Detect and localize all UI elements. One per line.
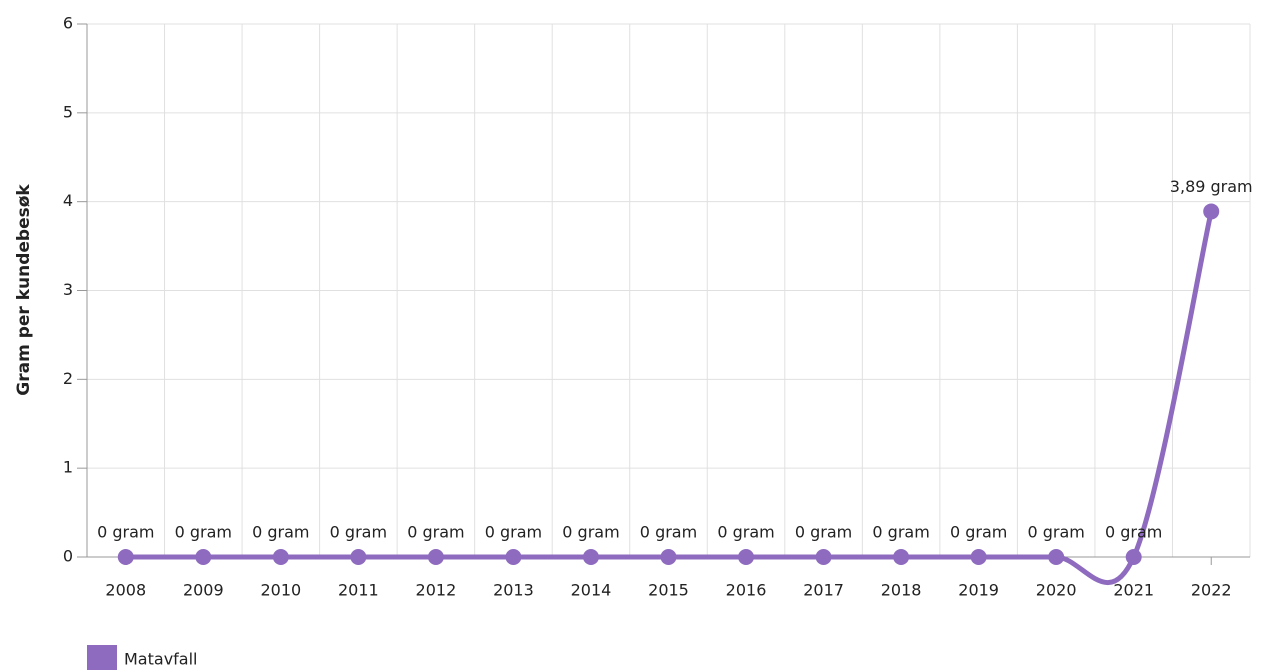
data-label: 0 gram: [407, 523, 464, 542]
point: [1203, 203, 1220, 220]
data-label: 0 gram: [97, 523, 154, 542]
point: [582, 549, 599, 565]
legend-label: Matavfall: [124, 650, 197, 669]
y-tick-label: 5: [63, 102, 73, 121]
point: [893, 549, 910, 565]
data-label: 0 gram: [717, 523, 774, 542]
point: [427, 549, 444, 565]
point: [350, 549, 367, 565]
data-label: 0 gram: [950, 523, 1007, 542]
x-tick-label: 2022: [1191, 581, 1232, 600]
data-label: 0 gram: [485, 523, 542, 542]
y-tick-label: 0: [63, 547, 73, 566]
data-label: 0 gram: [252, 523, 309, 542]
data-label: 0 gram: [562, 523, 619, 542]
data-label: 0 gram: [795, 523, 852, 542]
y-tick-label: 6: [63, 14, 73, 33]
x-tick-label: 2020: [1036, 581, 1077, 600]
x-tick-label: 2017: [803, 581, 844, 600]
point: [195, 549, 212, 565]
y-tick-label: 3: [63, 280, 73, 299]
data-label: 0 gram: [330, 523, 387, 542]
x-tick-label: 2015: [648, 581, 689, 600]
y-tick-label: 2: [63, 369, 73, 388]
x-tick-label: 2014: [571, 581, 612, 600]
x-tick-label: 2016: [726, 581, 767, 600]
point: [970, 549, 987, 565]
x-tick-label: 2009: [183, 581, 224, 600]
point: [660, 549, 677, 565]
point: [738, 549, 755, 565]
legend-swatch: [87, 645, 117, 670]
x-tick-label: 2012: [416, 581, 457, 600]
point: [117, 549, 134, 565]
data-label: 0 gram: [1027, 523, 1084, 542]
x-tick-label: 2011: [338, 581, 379, 600]
x-tick-label: 2008: [105, 581, 146, 600]
point: [272, 549, 289, 565]
x-tick-label: 2018: [881, 581, 922, 600]
y-tick-label: 4: [63, 191, 73, 210]
x-tick-label: 2013: [493, 581, 534, 600]
point: [505, 549, 522, 565]
point: [815, 549, 832, 565]
point: [1048, 549, 1065, 565]
data-label: 3,89 gram: [1170, 177, 1253, 196]
line: [125, 210, 1214, 585]
x-tick-label: 2021: [1113, 581, 1154, 600]
point: [1125, 549, 1142, 565]
y-tick-label: 1: [63, 458, 73, 477]
data-label: 0 gram: [872, 523, 929, 542]
y-axis-label: Gram per kundebesøk: [14, 184, 34, 396]
data-label: 0 gram: [175, 523, 232, 542]
data-label: 0 gram: [1105, 523, 1162, 542]
x-tick-label: 2010: [260, 581, 301, 600]
x-tick-label: 2019: [958, 581, 999, 600]
data-label: 0 gram: [640, 523, 697, 542]
